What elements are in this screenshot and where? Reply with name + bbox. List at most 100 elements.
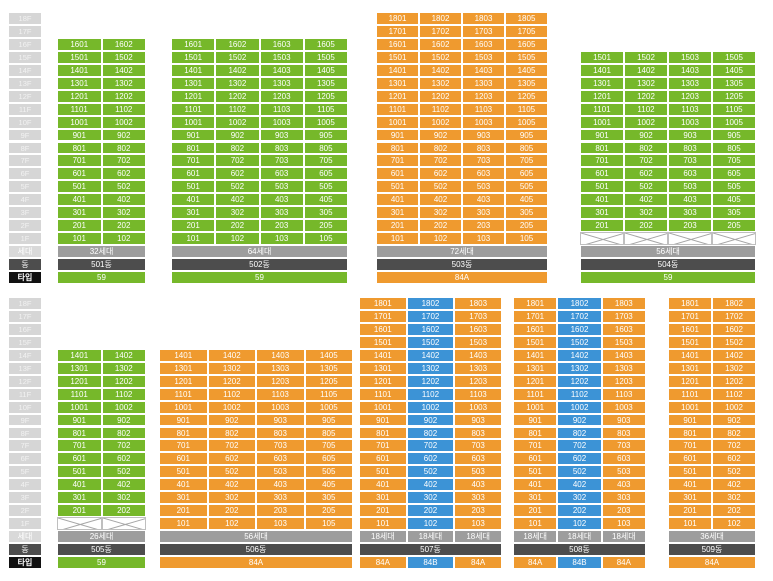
unit-cell: 303: [601, 491, 646, 505]
unit-cell: 701: [57, 154, 102, 168]
unit-cell: 605: [505, 167, 548, 181]
unit-cell: 1401: [513, 348, 558, 362]
unit-cell: 1001: [159, 400, 208, 414]
unit-cell: 1302: [419, 76, 462, 90]
unit-cell: 505: [712, 180, 756, 194]
unit-cell: 1102: [101, 102, 146, 116]
unit-cell: 1102: [406, 387, 455, 401]
unit-cell: 1802: [557, 297, 602, 310]
households-label: 56세대: [580, 245, 756, 259]
unit-cell: 502: [406, 465, 455, 479]
unit-cell: 1002: [215, 115, 260, 129]
unit-cell: 503: [454, 465, 502, 479]
unit-cell: 201: [580, 219, 624, 233]
unit-cell: 803: [462, 141, 505, 155]
unit-cell: 1001: [668, 400, 712, 414]
unit-cell: 703: [668, 154, 712, 168]
unit-cell: 1102: [557, 387, 602, 401]
unit-cell: 1003: [601, 400, 646, 414]
unit-cell: 202: [207, 504, 256, 518]
unit-cell: 101: [359, 517, 407, 531]
empty-unit: [580, 232, 624, 246]
empty-unit: [624, 232, 668, 246]
unit-cell: 702: [419, 154, 462, 168]
unit-cell: 302: [406, 491, 455, 505]
unit-cell: 1701: [376, 24, 419, 38]
unit-cell: 1205: [505, 89, 548, 103]
unit-cell: 1203: [259, 89, 304, 103]
unit-cell: 1702: [419, 24, 462, 38]
unit-cell: 1201: [513, 374, 558, 388]
unit-cell: 1401: [668, 348, 712, 362]
unit-cell: 1103: [601, 387, 646, 401]
unit-cell: 301: [171, 206, 216, 220]
unit-cell: 1003: [668, 115, 712, 129]
unit-cell: 901: [159, 413, 208, 427]
unit-cell: 1005: [712, 115, 756, 129]
unit-cell: 1402: [557, 348, 602, 362]
unit-cell: 1302: [557, 361, 602, 375]
unit-cell: 1101: [57, 102, 102, 116]
unit-cell: 802: [207, 426, 256, 440]
floor-label: 10F: [8, 400, 42, 414]
unit-cell: 601: [376, 167, 419, 181]
unit-cell: 1401: [57, 348, 102, 362]
unit-cell: 501: [171, 180, 216, 194]
unit-cell: 303: [256, 491, 305, 505]
unit-cell: 401: [513, 478, 558, 492]
unit-cell: 1103: [259, 102, 304, 116]
unit-cell: 1201: [359, 374, 407, 388]
unit-cell: 201: [171, 219, 216, 233]
floor-label: 16F: [8, 37, 42, 51]
type-row-label: 타입: [8, 556, 42, 569]
households-label: 32세대: [57, 245, 146, 259]
unit-cell: 1802: [419, 12, 462, 25]
unit-cell: 501: [159, 465, 208, 479]
unit-cell: 1402: [712, 348, 756, 362]
unit-cell: 601: [57, 167, 102, 181]
unit-cell: 402: [557, 478, 602, 492]
unit-cell: 301: [57, 206, 102, 220]
unit-cell: 1202: [215, 89, 260, 103]
unit-cell: 1302: [101, 361, 146, 375]
households-label: 18세대: [406, 530, 455, 544]
unit-cell: 1501: [57, 50, 102, 64]
unit-cell: 501: [668, 465, 712, 479]
unit-cell: 202: [419, 219, 462, 233]
unit-cell: 801: [57, 141, 102, 155]
unit-cell: 802: [406, 426, 455, 440]
unit-cell: 1602: [557, 322, 602, 336]
unit-cell: 205: [303, 219, 348, 233]
unit-cell: 1501: [580, 50, 624, 64]
floor-label: 18F: [8, 297, 42, 310]
building-name: 503동: [376, 258, 548, 271]
unit-cell: 503: [668, 180, 712, 194]
unit-cell: 803: [454, 426, 502, 440]
unit-cell: 1302: [101, 76, 146, 90]
unit-cell: 402: [215, 193, 260, 207]
unit-cell: 1001: [57, 115, 102, 129]
unit-cell: 1301: [359, 361, 407, 375]
unit-cell: 1002: [419, 115, 462, 129]
unit-cell: 1403: [601, 348, 646, 362]
unit-cell: 702: [712, 439, 756, 453]
unit-cell: 1705: [505, 24, 548, 38]
unit-cell: 501: [513, 465, 558, 479]
unit-cell: 101: [376, 232, 419, 246]
unit-cell: 1101: [668, 387, 712, 401]
unit-cell: 1303: [601, 361, 646, 375]
unit-cell: 605: [712, 167, 756, 181]
unit-cell: 1502: [215, 50, 260, 64]
type-label: 84A: [376, 271, 548, 284]
unit-cell: 803: [601, 426, 646, 440]
unit-cell: 901: [376, 128, 419, 142]
unit-cell: 801: [513, 426, 558, 440]
unit-cell: 705: [304, 439, 353, 453]
floor-label: 13F: [8, 76, 42, 90]
unit-cell: 1603: [454, 322, 502, 336]
unit-cell: 403: [256, 478, 305, 492]
unit-cell: 202: [557, 504, 602, 518]
unit-cell: 201: [359, 504, 407, 518]
unit-cell: 1603: [601, 322, 646, 336]
unit-cell: 1605: [303, 37, 348, 51]
